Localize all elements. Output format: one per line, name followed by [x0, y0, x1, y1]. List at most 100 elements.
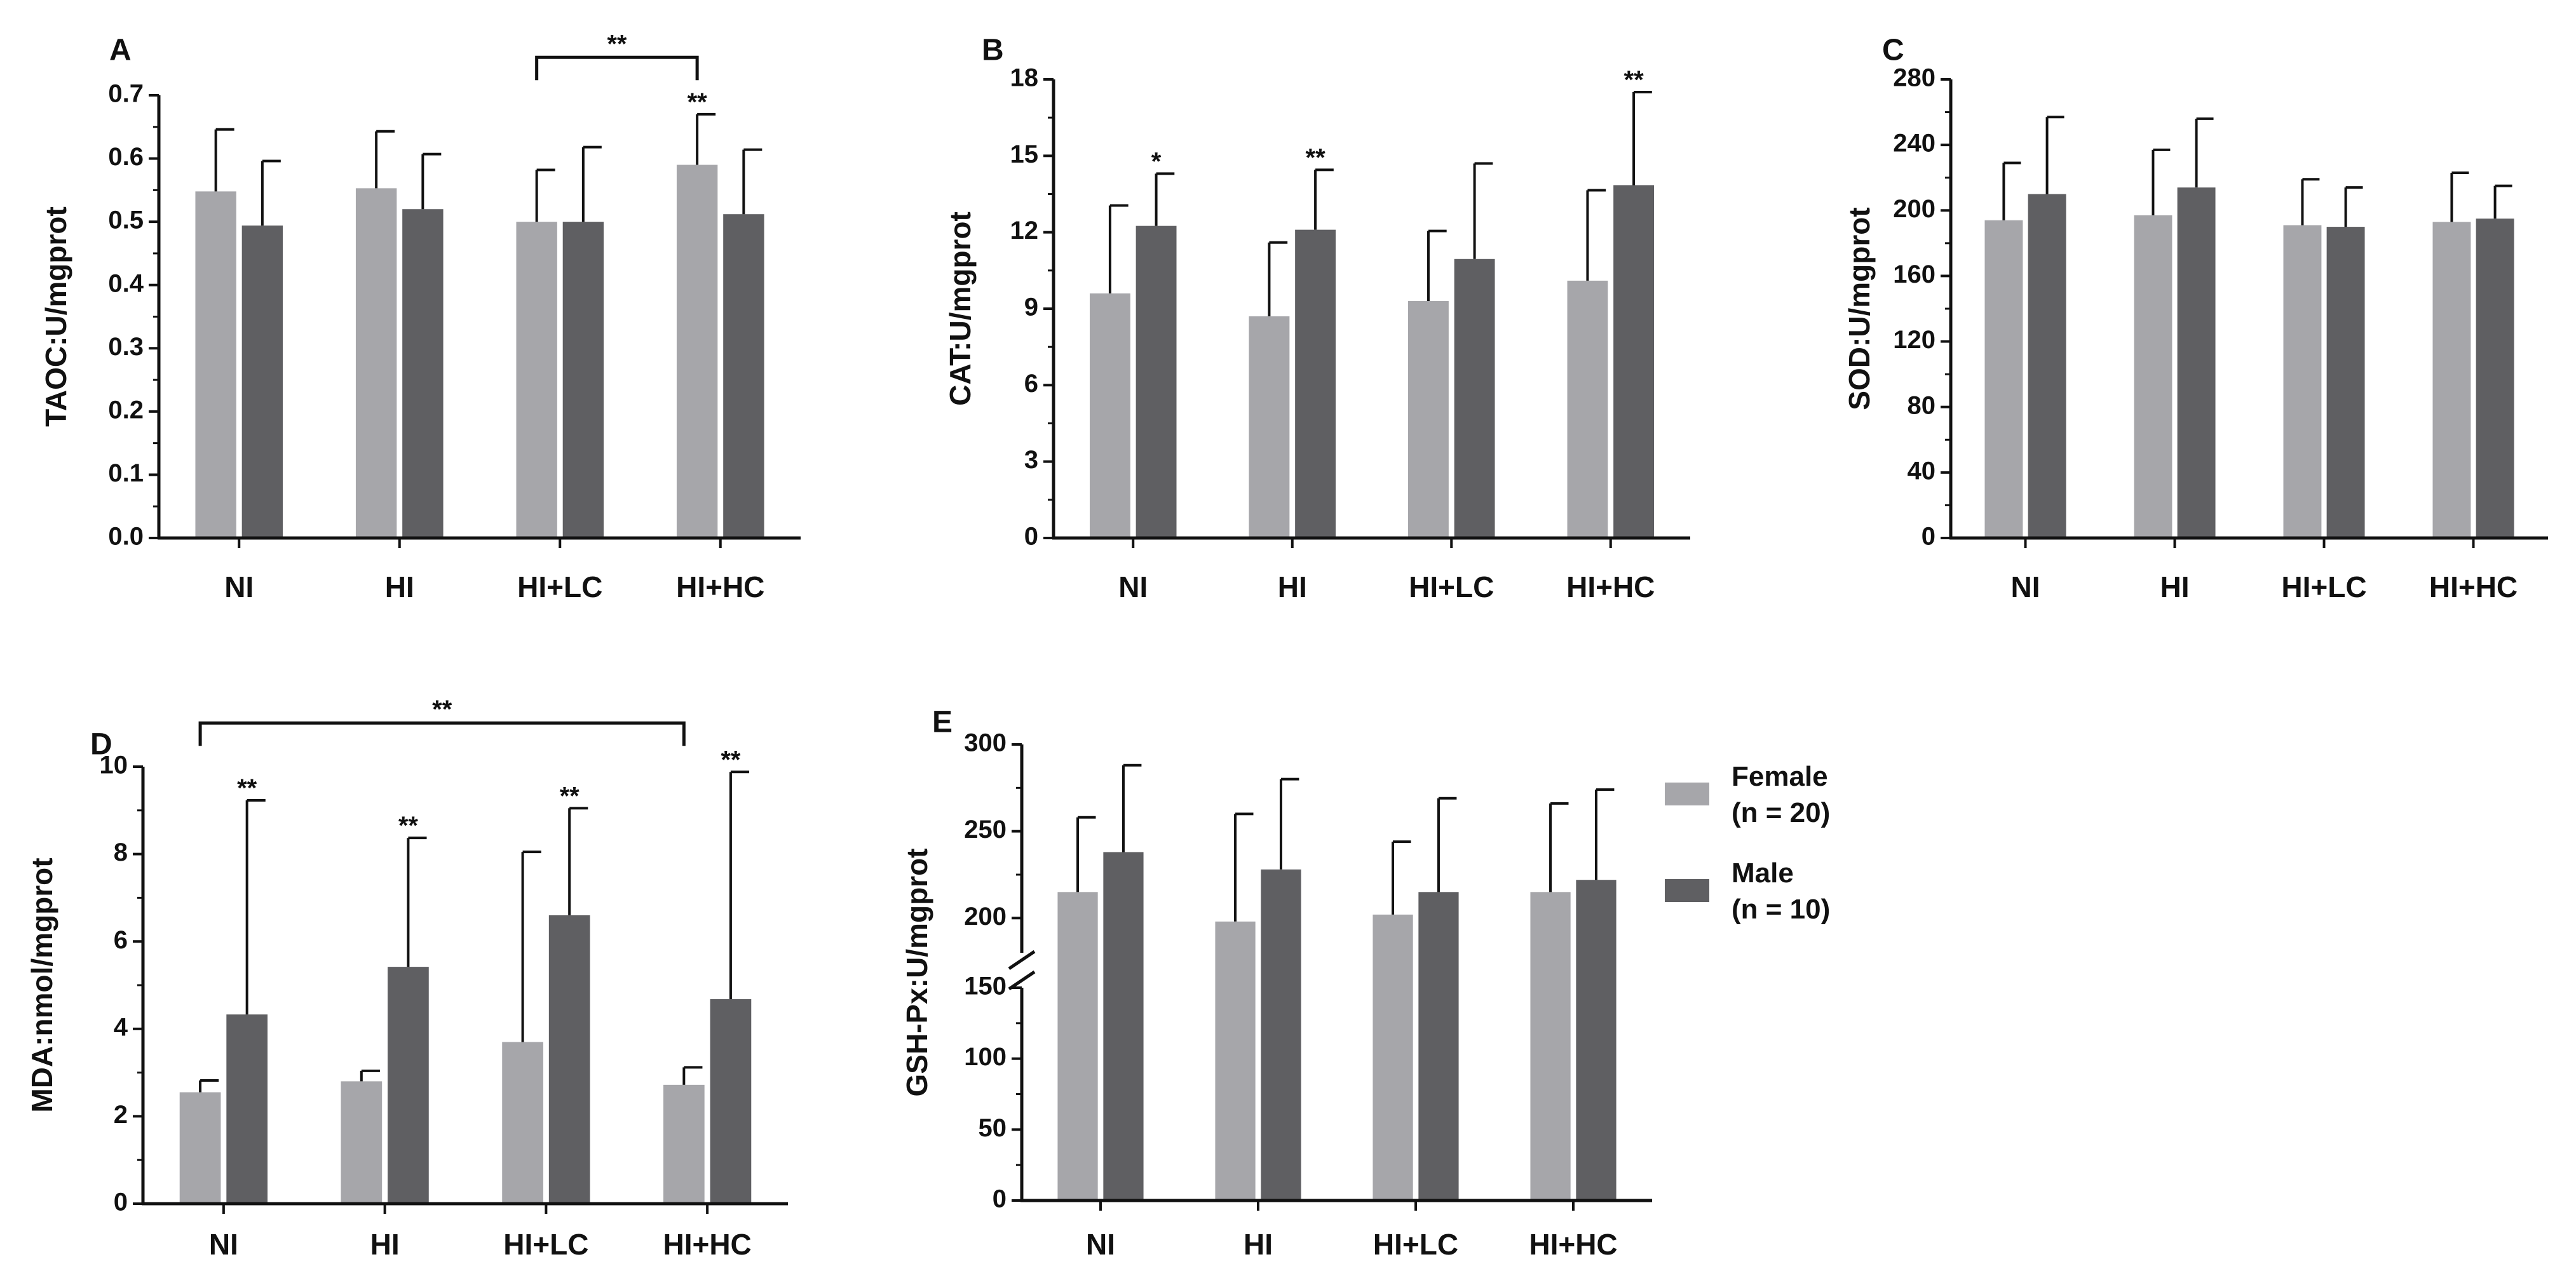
bar-a-female-0: [195, 191, 236, 538]
bar-d-male-0: [226, 1014, 268, 1204]
bar-c-male-2: [2326, 227, 2365, 538]
y-tick-label-e-6: 300: [964, 729, 1007, 757]
y-tick-label-d-1: 2: [114, 1101, 128, 1129]
bar-e-female-1: [1215, 921, 1256, 1201]
significance-b-1-1: **: [1306, 144, 1326, 172]
x-category-label-d-0: NI: [209, 1228, 238, 1261]
y-tick-label-b-6: 18: [1010, 64, 1039, 92]
y-tick-label-b-0: 0: [1024, 523, 1038, 551]
bar-e-male-1: [1261, 869, 1301, 1201]
significance-d-1-1: **: [398, 812, 419, 840]
bar-d-female-0: [179, 1092, 221, 1204]
bar-b-female-1: [1249, 316, 1290, 538]
panel-a: A TAOC:U/mgprot ** 0.0 0.1 0.2 0.3 0.4 0.5 0.6 0.7…: [39, 30, 801, 603]
significance-bracket-d-0: [198, 721, 686, 746]
y-tick-label-c-4: 160: [1893, 260, 1935, 288]
bar-c-male-1: [2177, 187, 2216, 539]
x-category-label-b-3: HI+HC: [1566, 570, 1655, 603]
y-tick-label-c-0: 0: [1922, 523, 1935, 551]
panel-c: C SOD:U/mgprot 0 40 80 120 160 200 240 280 NI HI HI+…: [1843, 34, 2548, 603]
y-tick-label-b-5: 15: [1010, 140, 1039, 168]
y-tick-label-d-4: 8: [114, 838, 128, 866]
bar-a-male-3: [723, 214, 764, 538]
y-tick-label-d-2: 4: [114, 1013, 128, 1041]
legend-female-count: (n = 20): [1732, 797, 1830, 828]
x-category-label-d-2: HI+LC: [503, 1228, 588, 1261]
axis-break-mark-upper: [1008, 950, 1036, 971]
legend-male-count: (n = 10): [1732, 894, 1830, 925]
y-tick-label-a-0: 0.0: [108, 523, 144, 551]
panel-c-y-axis-title: SOD:U/mgprot: [1843, 207, 1876, 410]
bar-e-male-2: [1418, 892, 1459, 1201]
x-category-label-c-0: NI: [2011, 570, 2040, 603]
y-tick-label-d-5: 10: [100, 751, 128, 779]
y-tick-label-a-3: 0.3: [108, 333, 144, 361]
bar-c-female-3: [2432, 222, 2471, 538]
x-category-label-e-1: HI: [1244, 1228, 1273, 1261]
bar-d-male-2: [548, 915, 590, 1204]
y-tick-label-c-5: 200: [1893, 195, 1935, 223]
panel-a-label: A: [109, 34, 132, 67]
y-tick-label-a-4: 0.4: [108, 269, 144, 297]
y-tick-label-d-3: 6: [114, 926, 128, 954]
y-tick-label-c-3: 120: [1893, 326, 1935, 354]
y-tick-label-a-6: 0.6: [108, 143, 144, 171]
bar-e-male-3: [1576, 880, 1617, 1201]
bar-b-male-3: [1613, 185, 1655, 538]
y-tick-label-e-3: 150: [964, 972, 1007, 1000]
bar-b-male-2: [1454, 259, 1495, 538]
bar-d-male-3: [710, 999, 752, 1204]
significance-bracket-label-d-0: **: [432, 696, 452, 723]
x-category-label-a-3: HI+HC: [676, 570, 764, 603]
x-category-label-d-3: HI+HC: [663, 1228, 751, 1261]
significance-b-1-0: *: [1151, 147, 1162, 175]
bar-e-female-3: [1530, 892, 1571, 1201]
panel-b-y-axis-title: CAT:U/mgprot: [944, 212, 977, 406]
bar-c-female-0: [1984, 220, 2023, 538]
significance-a-0-3: **: [688, 88, 708, 116]
x-category-label-c-1: HI: [2160, 570, 2190, 603]
significance-d-1-3: **: [721, 746, 741, 774]
x-category-label-e-3: HI+HC: [1529, 1228, 1617, 1261]
panel-d-y-axis-title: MDA:nmol/mgprot: [25, 858, 58, 1112]
x-category-label-b-2: HI+LC: [1409, 570, 1494, 603]
legend-swatch-female: [1665, 783, 1709, 805]
significance-d-1-0: **: [237, 774, 257, 802]
y-tick-label-e-1: 50: [979, 1114, 1007, 1142]
bar-d-female-3: [663, 1084, 705, 1204]
significance-d-1-2: **: [560, 782, 580, 810]
x-category-label-c-3: HI+HC: [2429, 570, 2518, 603]
x-category-label-a-1: HI: [385, 570, 414, 603]
bar-e-female-0: [1057, 892, 1098, 1201]
bar-b-male-0: [1135, 225, 1177, 538]
bar-a-male-0: [241, 225, 283, 538]
y-tick-label-d-0: 0: [114, 1188, 128, 1216]
y-tick-label-b-2: 6: [1024, 370, 1038, 398]
bar-a-male-1: [402, 209, 444, 538]
x-category-label-b-0: NI: [1118, 570, 1148, 603]
y-tick-label-e-4: 200: [964, 903, 1007, 931]
y-tick-label-b-3: 9: [1024, 293, 1038, 321]
bar-c-male-3: [2476, 219, 2514, 538]
y-tick-label-a-2: 0.2: [108, 396, 144, 424]
y-tick-label-a-1: 0.1: [108, 459, 144, 487]
x-category-label-e-0: NI: [1086, 1228, 1115, 1261]
bar-d-female-2: [502, 1042, 543, 1204]
y-tick-label-e-5: 250: [964, 816, 1007, 844]
y-tick-label-c-1: 40: [1908, 457, 1936, 485]
bar-b-male-1: [1295, 229, 1336, 538]
bar-d-male-1: [388, 967, 429, 1204]
y-tick-label-b-1: 3: [1024, 446, 1038, 474]
axis-break-mark-lower: [1008, 970, 1036, 991]
bar-b-female-2: [1407, 300, 1449, 538]
significance-b-1-3: **: [1624, 66, 1644, 94]
panel-d: D MDA:nmol/mgprot ** ** ** ** 0 2 4 6 8 10 NI HI HI+LC…: [25, 696, 788, 1261]
panel-e-label: E: [932, 706, 952, 739]
y-tick-label-a-5: 0.5: [108, 206, 144, 234]
y-tick-label-e-0: 0: [993, 1185, 1007, 1213]
legend: Female (n = 20) Male (n = 10): [1665, 761, 1830, 925]
bar-b-female-0: [1089, 293, 1130, 538]
y-tick-label-a-7: 0.7: [108, 80, 144, 108]
bar-a-female-1: [355, 188, 397, 538]
